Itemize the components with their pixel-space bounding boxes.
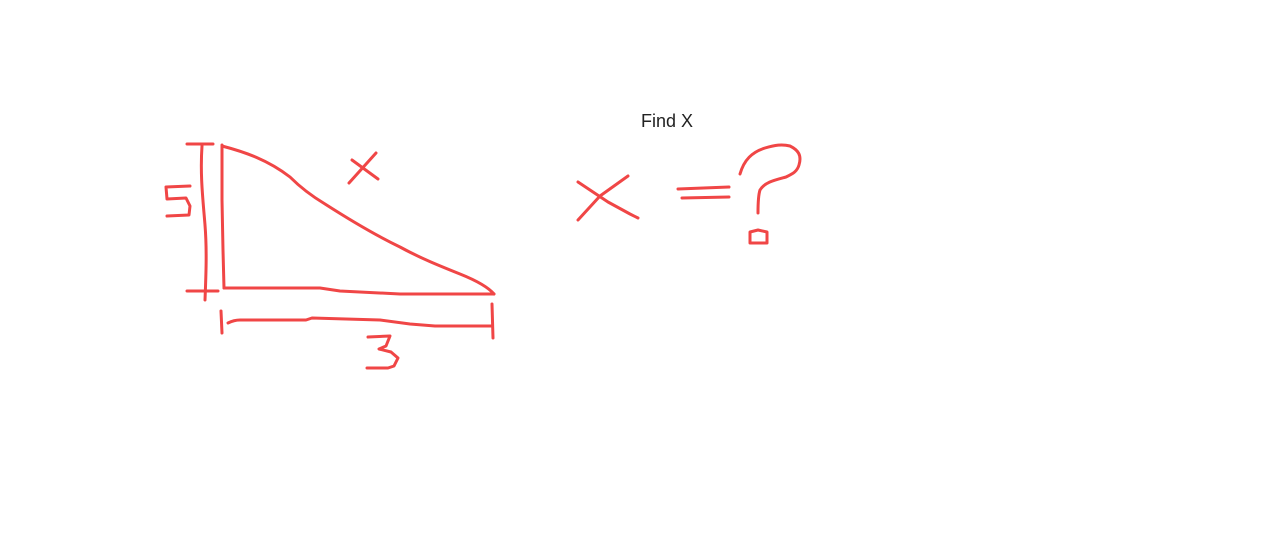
triangle-vertical-leg	[220, 143, 226, 290]
right-triangle	[220, 143, 496, 296]
label-x-hypotenuse-glyph	[347, 151, 380, 185]
base-dimension-line	[226, 316, 494, 328]
base-dimension-left-tick	[219, 309, 224, 335]
label-five-glyph	[164, 184, 192, 218]
base-dimension	[219, 302, 495, 340]
equation-x-glyph	[576, 174, 640, 222]
label-three-glyph	[365, 334, 400, 370]
equation-equals-glyph	[676, 185, 731, 200]
height-dimension-line	[199, 144, 208, 302]
height-dimension	[185, 142, 220, 302]
triangle-base-leg	[222, 286, 496, 296]
triangle-hypotenuse	[220, 144, 496, 296]
equation-question-mark-glyph	[738, 143, 802, 245]
page-title: Find X	[640, 111, 694, 131]
base-dimension-right-tick	[490, 302, 495, 340]
